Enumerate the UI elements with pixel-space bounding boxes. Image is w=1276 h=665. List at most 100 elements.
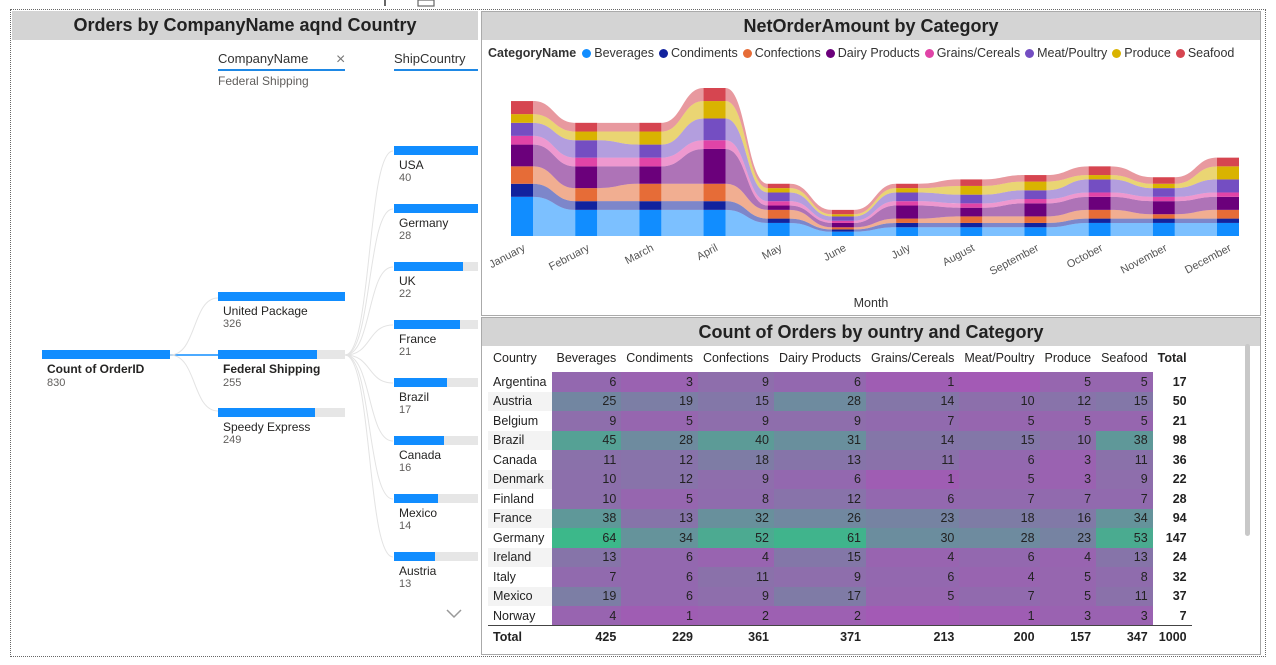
ribbon-segment[interactable] [982,203,1025,217]
ribbon-segment[interactable] [789,201,832,223]
table-row[interactable]: Canada 11 12 18 13 11 6 3 11 36 [488,450,1192,470]
column-segment[interactable] [1024,203,1047,217]
column-segment[interactable] [960,179,983,186]
focus-mode-icon[interactable] [417,0,435,7]
ribbon-segment[interactable] [853,218,897,230]
ribbon-segment[interactable] [533,183,576,210]
column-segment[interactable] [767,192,790,202]
ribbon-segment[interactable] [597,209,640,236]
column-segment[interactable] [1088,196,1111,210]
ribbon-segment[interactable] [1174,192,1217,202]
ribbon-segment[interactable] [982,216,1025,223]
column-segment[interactable] [960,227,983,236]
table-row[interactable]: Mexico 19 6 9 17 5 7 5 11 37 [488,586,1192,606]
column-segment[interactable] [511,183,533,197]
column-header[interactable]: Meat/Poultry [964,351,1035,365]
matrix-vertical-scrollbar[interactable] [1245,344,1250,536]
column-segment[interactable] [1088,218,1111,223]
column-segment[interactable] [1217,218,1239,223]
series-produce[interactable] [511,101,1239,217]
column-segment[interactable] [960,194,983,204]
ribbon-segment[interactable] [1110,196,1153,215]
column-segment[interactable] [575,209,598,236]
visual-toolbar[interactable] [380,0,440,8]
table-row[interactable]: Brazil 45 28 40 31 14 15 10 38 98 [488,430,1192,450]
ribbon-chart-visual[interactable]: NetOrderAmount by Category CategoryName … [481,11,1261,316]
column-segment[interactable] [831,229,854,232]
column-segment[interactable] [703,88,726,102]
column-segment[interactable] [896,218,919,223]
column-segment[interactable] [896,227,919,236]
ribbon-segment[interactable] [853,183,897,215]
column-segment[interactable] [703,140,726,149]
column-segment[interactable] [896,222,919,228]
ribbon-segment[interactable] [1046,209,1089,223]
ribbon-segment[interactable] [918,179,961,189]
ribbon-segment[interactable] [1046,192,1089,204]
column-segment[interactable] [831,227,854,230]
column-segment[interactable] [1088,209,1111,219]
column-segment[interactable] [1217,209,1239,219]
ribbon-segment[interactable] [982,199,1025,208]
legend-item[interactable]: Dairy Products [825,46,920,60]
column-segment[interactable] [767,222,790,236]
ribbon-segment[interactable] [597,140,640,158]
column-segment[interactable] [575,122,598,132]
table-row[interactable]: Denmark 10 12 9 6 1 5 3 9 22 [488,469,1192,489]
column-segment[interactable] [1217,192,1239,197]
column-segment[interactable] [960,185,983,195]
ribbon-segment[interactable] [1110,218,1153,223]
column-header[interactable]: Beverages [556,351,617,365]
ribbon-segment[interactable] [597,131,640,145]
column-segment[interactable] [1152,196,1175,202]
column-segment[interactable] [575,188,598,202]
ribbon-segment[interactable] [789,222,832,236]
column-segment[interactable] [767,201,790,206]
column-segment[interactable] [1024,199,1047,204]
ribbon-segment[interactable] [661,148,704,184]
ribbon-segment[interactable] [1174,166,1217,189]
column-segment[interactable] [831,222,854,228]
column-segment[interactable] [703,201,726,210]
ribbon-segment[interactable] [533,114,576,141]
column-segment[interactable] [767,188,790,193]
column-segment[interactable] [1152,188,1175,197]
column-segment[interactable] [1152,222,1175,236]
ribbon-segment[interactable] [918,227,961,236]
ribbon-segment[interactable] [533,196,576,236]
ribbon-segment[interactable] [982,227,1025,236]
ribbon-segment[interactable] [789,205,832,228]
ribbon-segment[interactable] [661,140,704,167]
ribbon-segment[interactable] [1110,179,1153,197]
table-row[interactable]: France 38 13 32 26 23 18 16 34 94 [488,508,1192,528]
scroll-down-chevron-icon[interactable] [446,609,462,619]
column-segment[interactable] [960,216,983,223]
legend-item[interactable]: Confections [742,46,821,60]
column-segment[interactable] [511,144,533,167]
column-segment[interactable] [1152,218,1175,223]
ribbon-segment[interactable] [982,181,1025,195]
ribbon-segment[interactable] [789,188,832,217]
ribbon-segment[interactable] [1110,209,1153,219]
ribbon-segment[interactable] [918,192,961,204]
legend-item[interactable]: Beverages [582,46,654,60]
ribbon-segment[interactable] [533,101,576,132]
column-segment[interactable] [575,166,598,189]
ribbon-segment[interactable] [853,188,897,217]
ribbon-segment[interactable] [661,183,704,202]
ribbon-segment[interactable] [597,166,640,189]
ribbon-segment[interactable] [597,201,640,210]
column-segment[interactable] [1088,192,1111,197]
country-level-header[interactable]: ShipCountry [394,51,466,66]
legend-item[interactable]: Condiments [659,46,738,60]
ribbon-segment[interactable] [1110,166,1153,184]
ribbon-segment[interactable] [725,201,768,223]
column-segment[interactable] [767,183,790,189]
table-row[interactable]: Italy 7 6 11 9 6 4 5 8 32 [488,567,1192,587]
column-header[interactable]: Total [1157,351,1187,365]
column-segment[interactable] [639,122,662,132]
column-segment[interactable] [703,209,726,236]
ribbon-segment[interactable] [1046,196,1089,217]
ribbon-segment[interactable] [725,183,768,219]
ribbon-segment[interactable] [533,122,576,158]
